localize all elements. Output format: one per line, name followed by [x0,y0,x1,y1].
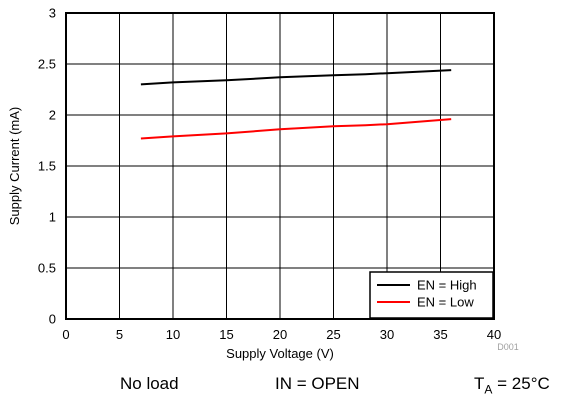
temperature-condition: TA = 25°C [474,374,550,396]
y-tick-label: 2 [49,108,56,123]
y-tick-label: 3 [49,6,56,21]
x-axis-title: Supply Voltage (V) [226,346,334,361]
x-tick-label: 5 [116,327,123,342]
input-condition: IN = OPEN [275,374,360,393]
tick-labels: 0 5 10 15 20 25 30 35 40 0 0.5 1 1.5 2 2.5 3 [38,6,501,343]
x-tick-label: 30 [380,327,394,342]
y-tick-label: 1 [49,210,56,225]
series-line-2 [140,118,452,140]
y-tick-label: 2.5 [38,57,56,72]
figure-code: D001 [497,342,519,352]
load-condition: No load [120,374,179,393]
x-tick-label: 0 [62,327,69,342]
x-tick-label: 40 [487,327,501,342]
y-axis-title: Supply Current (mA) [7,107,22,225]
temperature-value: = 25°C [492,374,550,393]
temperature-symbol: T [474,374,485,393]
y-tick-label: 0.5 [38,261,56,276]
y-tick-label: 0 [49,312,56,327]
legend-label: EN = Low [417,295,474,310]
legend: EN = High EN = Low [369,271,494,319]
grid [66,13,494,319]
plot-frame [65,12,495,320]
legend-box [369,271,494,319]
x-tick-label: 25 [326,327,340,342]
x-tick-label: 35 [433,327,447,342]
series-layer [140,69,452,140]
series-line-1 [140,69,452,86]
temperature-subscript: A [484,382,493,397]
y-tick-label: 1.5 [38,159,56,174]
x-tick-label: 15 [219,327,233,342]
x-tick-label: 10 [166,327,180,342]
legend-label: EN = High [417,278,477,293]
x-tick-label: 20 [273,327,287,342]
